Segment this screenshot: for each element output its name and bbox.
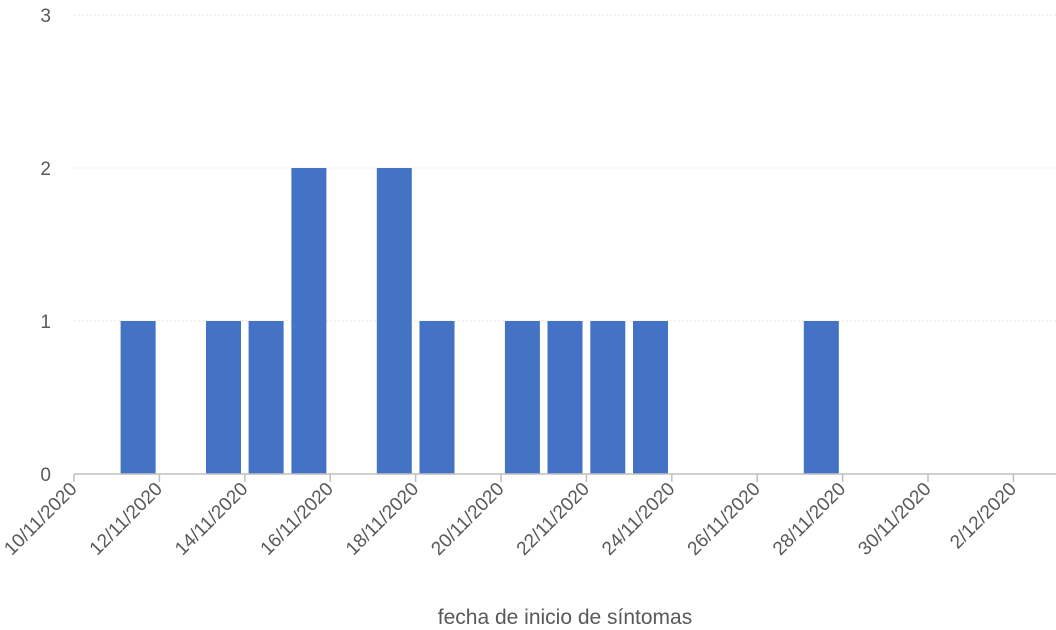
bar-14/11/2020 <box>248 321 284 474</box>
x-tick-label: 24/11/2020 <box>598 479 679 560</box>
x-axis <box>73 473 1056 482</box>
x-tick-label: 22/11/2020 <box>513 479 594 560</box>
x-tick-label: 28/11/2020 <box>769 479 850 560</box>
bar-11/11/2020 <box>120 321 156 474</box>
x-tick-label: 12/11/2020 <box>86 479 167 560</box>
y-tick-label: 2 <box>40 159 51 180</box>
x-tick-label: 16/11/2020 <box>257 479 338 560</box>
bar-23/11/2020 <box>633 321 668 474</box>
bar-22/11/2020 <box>590 321 626 474</box>
bars <box>120 168 839 474</box>
x-tick-label: 2/12/2020 <box>946 479 1021 554</box>
y-tick-label: 0 <box>40 465 51 486</box>
bar-27/11/2020 <box>803 321 839 474</box>
x-tick-label: 30/11/2020 <box>854 479 935 560</box>
bar-17/11/2020 <box>376 168 412 474</box>
x-tick-label: 18/11/2020 <box>342 479 423 560</box>
bar-18/11/2020 <box>419 321 455 474</box>
y-axis-tick-labels: 0 1 2 3 <box>40 6 51 486</box>
x-axis-tick-labels: 10/11/2020 12/11/2020 14/11/2020 16/11/2020… <box>0 479 1020 560</box>
x-tick-label: 26/11/2020 <box>684 479 765 560</box>
x-tick-label: 10/11/2020 <box>0 479 81 560</box>
bar-13/11/2020 <box>206 321 241 474</box>
gridlines <box>74 14 1056 322</box>
y-tick-label: 1 <box>40 312 51 333</box>
y-tick-label: 3 <box>40 6 51 27</box>
bar-21/11/2020 <box>547 321 583 474</box>
x-tick-label: 14/11/2020 <box>171 479 252 560</box>
x-tick-label: 20/11/2020 <box>427 479 508 560</box>
bar-15/11/2020 <box>291 168 327 474</box>
x-axis-title: fecha de inicio de síntomas <box>438 606 692 629</box>
bar-20/11/2020 <box>504 321 540 474</box>
